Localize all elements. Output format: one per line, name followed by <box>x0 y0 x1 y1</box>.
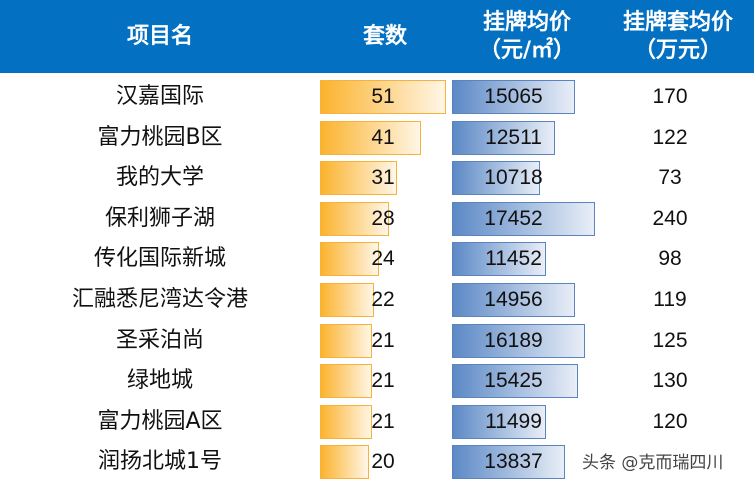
watermark: 头条 @克而瑞四川 <box>582 453 724 473</box>
price-data-bar <box>452 201 595 236</box>
price-data-bar <box>452 283 575 317</box>
price-data-bar <box>452 120 555 155</box>
table-row: 富力桃园B区 41 12511 122 <box>0 118 754 158</box>
sets-data-bar <box>320 242 379 277</box>
avg-total-value: 240 <box>652 206 688 230</box>
table-row: 圣采泊尚 21 16189 125 <box>0 321 754 361</box>
table-row: 我的大学 31 10718 73 <box>0 158 754 198</box>
sets-data-bar <box>320 161 397 196</box>
header-avg-price-line2: （元/㎡） <box>478 37 576 63</box>
sets-value: 28 <box>371 206 395 230</box>
table-header: 项目名 套数 挂牌均价 （元/㎡） 挂牌套均价 （万元） <box>0 0 754 73</box>
sets-data-bar <box>320 364 372 399</box>
header-avg-total-line1: 挂牌套均价 <box>622 9 733 35</box>
project-name: 我的大学 <box>115 165 204 191</box>
sets-value: 41 <box>371 125 395 149</box>
project-name: 汇融悉尼湾达令港 <box>71 287 248 312</box>
header-avg-total: 挂牌套均价 （万元） <box>602 0 754 73</box>
avg-total-value: 122 <box>652 125 688 149</box>
price-data-bar <box>452 80 575 114</box>
project-name: 富力桃园A区 <box>97 408 223 434</box>
header-avg-price-line1: 挂牌均价 <box>482 9 571 35</box>
project-name: 润扬北城1号 <box>98 449 222 475</box>
header-avg-price: 挂牌均价 （元/㎡） <box>452 0 602 73</box>
sets-value: 21 <box>371 328 395 352</box>
avg-total-value: 120 <box>652 409 688 433</box>
sets-data-bar <box>320 80 446 114</box>
project-name: 富力桃园B区 <box>97 124 223 150</box>
project-name: 传化国际新城 <box>93 246 226 272</box>
header-avg-total-line2: （万元） <box>633 37 722 63</box>
avg-price-value: 16189 <box>484 328 543 352</box>
price-data-bar <box>452 445 565 480</box>
sets-data-bar <box>320 445 369 480</box>
sets-value: 24 <box>371 247 395 271</box>
sets-value: 22 <box>371 288 395 311</box>
project-name: 保利狮子湖 <box>104 205 215 231</box>
sets-data-bar <box>320 201 389 236</box>
table-row: 保利狮子湖 28 17452 240 <box>0 199 754 239</box>
avg-price-value: 13837 <box>484 450 543 474</box>
avg-price-value: 11452 <box>485 247 542 271</box>
price-data-bar <box>452 364 578 399</box>
avg-total-value: 125 <box>652 328 688 352</box>
table-row: 传化国际新城 24 11452 98 <box>0 239 754 279</box>
price-data-bar <box>452 161 540 196</box>
sets-value: 21 <box>371 369 395 393</box>
avg-total-value: 98 <box>658 247 682 271</box>
sets-value: 21 <box>371 409 395 433</box>
sets-data-bar <box>320 283 374 317</box>
header-project-name: 项目名 <box>0 0 320 73</box>
avg-price-value: 15425 <box>484 369 543 393</box>
project-name: 汉嘉国际 <box>115 84 204 109</box>
sets-data-bar <box>320 404 372 439</box>
project-name: 绿地城 <box>126 368 193 394</box>
price-data-bar <box>452 404 546 439</box>
price-data-bar <box>452 323 585 358</box>
sets-data-bar <box>320 323 372 358</box>
header-project-name-label: 项目名 <box>126 23 193 49</box>
avg-price-value: 10718 <box>484 166 543 190</box>
sets-value: 51 <box>371 85 395 108</box>
avg-price-value: 17452 <box>484 206 543 230</box>
avg-total-value: 73 <box>658 166 682 190</box>
avg-price-value: 14956 <box>484 288 543 311</box>
avg-price-value: 15065 <box>484 85 543 108</box>
avg-price-value: 11499 <box>485 409 542 433</box>
header-sets-label: 套数 <box>362 23 407 49</box>
price-data-bar <box>452 242 546 277</box>
sets-data-bar <box>320 120 421 155</box>
avg-total-value: 119 <box>653 288 687 311</box>
avg-total-value: 170 <box>652 85 688 108</box>
table-row: 汉嘉国际 51 15065 170 <box>0 77 754 117</box>
table-row: 富力桃园A区 21 11499 120 <box>0 402 754 442</box>
table-row: 润扬北城1号 20 13837 <box>0 442 754 482</box>
sets-value: 31 <box>371 166 395 190</box>
project-name: 圣采泊尚 <box>115 327 204 353</box>
table-row: 绿地城 21 15425 130 <box>0 361 754 401</box>
avg-total-value: 130 <box>652 369 688 393</box>
avg-price-value: 12511 <box>485 125 542 149</box>
header-sets: 套数 <box>320 0 450 73</box>
table-row: 汇融悉尼湾达令港 22 14956 119 <box>0 280 754 320</box>
sets-value: 20 <box>371 450 395 474</box>
